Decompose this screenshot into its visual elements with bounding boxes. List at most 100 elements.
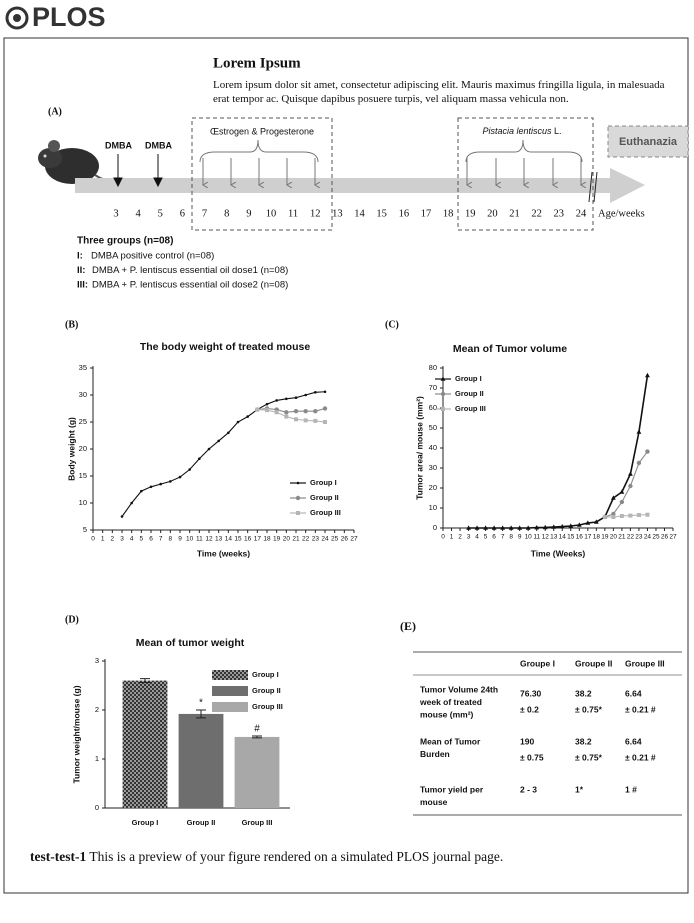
chart-title: Mean of tumor weight [136, 637, 245, 649]
error-bar [252, 735, 262, 739]
panel-label: (D) [65, 614, 79, 625]
week-label: 22 [531, 208, 542, 219]
y-tick-label: 40 [429, 443, 437, 452]
legend-label: Group III [310, 508, 341, 517]
x-tick-label: 8 [509, 534, 513, 541]
x-tick-label: 3 [467, 534, 471, 541]
x-tick-label: 10 [186, 536, 194, 543]
y-axis-label: Tumor area/ mouse (mm²) [414, 396, 424, 500]
x-tick-label: 24 [644, 534, 652, 541]
x-tick-label: 18 [263, 536, 271, 543]
y-tick-label: 5 [83, 525, 87, 534]
marker [441, 407, 445, 411]
week-label: 21 [509, 208, 520, 219]
x-tick-label: 26 [661, 534, 669, 541]
table-cell: 6.64 [625, 736, 642, 746]
marker [255, 407, 260, 412]
chart-title: The body weight of treated mouse [140, 341, 311, 353]
time-arrow [75, 178, 615, 193]
y-tick-label: 10 [429, 503, 437, 512]
arrow-head [610, 168, 645, 203]
panel-label: (B) [65, 319, 78, 330]
marker [534, 525, 540, 530]
bar [234, 736, 280, 808]
y-axis-label: Body weight (g) [66, 417, 76, 481]
marker [236, 420, 240, 424]
logo: PLOS [32, 2, 106, 32]
x-tick-label: 24 [321, 536, 329, 543]
x-tick-label: 22 [302, 536, 310, 543]
y-tick-label: 30 [79, 390, 87, 399]
x-tick-label: Group III [242, 818, 273, 827]
x-tick-label: 3 [120, 536, 124, 543]
x-tick-label: 20 [283, 536, 291, 543]
x-axis-label: Time (Weeks) [531, 548, 586, 558]
legend-label: Group I [252, 670, 279, 679]
marker [559, 524, 565, 529]
week-label: 14 [354, 208, 365, 219]
legend-label: Group II [310, 493, 339, 502]
x-tick-label: 7 [501, 534, 505, 541]
marker [246, 415, 249, 418]
marker [130, 501, 133, 505]
x-tick-label: 16 [576, 534, 584, 541]
week-label: 8 [224, 208, 229, 219]
marker [159, 482, 162, 486]
treatment-label: Pistacia lentiscus L. [482, 126, 561, 136]
table-cell: 38.2 [575, 736, 592, 746]
x-tick-label: 0 [91, 536, 95, 543]
marker [491, 525, 497, 530]
x-tick-label: 8 [169, 536, 173, 543]
marker [542, 524, 548, 530]
braces [199, 139, 582, 185]
marker [149, 485, 153, 489]
marker [628, 513, 633, 518]
marker [483, 525, 488, 530]
caption-id: test-test-1 [30, 849, 87, 864]
x-tick-label: 15 [234, 536, 242, 543]
x-tick-label: 4 [475, 534, 479, 541]
x-tick-label: 20 [610, 534, 618, 541]
marker [636, 429, 642, 434]
legend-swatch [212, 686, 248, 696]
week-label: 16 [399, 208, 410, 219]
marker [619, 499, 625, 505]
table-cell: ± 0.21 # [625, 704, 656, 714]
y-tick-label: 10 [79, 498, 87, 507]
marker [313, 409, 318, 414]
table-cell: 2 - 3 [520, 784, 537, 794]
table-cell: 1* [575, 784, 584, 794]
x-tick-label: 13 [215, 536, 223, 543]
x-tick-label: 21 [618, 534, 626, 541]
table-cell: 38.2 [575, 688, 592, 698]
group-text: DMBA positive control (n=08) [91, 251, 214, 262]
x-tick-label: 6 [492, 534, 496, 541]
column-header: Groupe II [575, 658, 612, 668]
x-tick-label: 26 [341, 536, 349, 543]
x-tick-label: 27 [669, 534, 677, 541]
week-label: 13 [332, 208, 343, 219]
row-label: Burden [420, 749, 450, 759]
marker [304, 393, 307, 397]
marker [120, 515, 124, 518]
x-tick-label: 17 [584, 534, 592, 541]
x-tick-label: 19 [601, 534, 609, 541]
column-header: Groupe III [625, 658, 665, 668]
y-tick-label: 25 [79, 417, 87, 426]
marker [645, 449, 650, 454]
marker [284, 414, 289, 419]
caption-text: This is a preview of your figure rendere… [89, 849, 504, 864]
marker [636, 513, 641, 517]
marker [207, 447, 211, 451]
x-tick-label: 23 [635, 534, 643, 541]
marker [508, 525, 514, 530]
week-label: 7 [202, 208, 207, 219]
x-tick-label: 17 [254, 536, 262, 543]
groups-list: I: DMBA positive control (n=08) II: DMBA + … [77, 251, 288, 291]
marker [576, 522, 582, 527]
marker [313, 418, 318, 423]
marker [198, 457, 201, 461]
y-tick-label: 70 [429, 383, 437, 392]
marker [500, 525, 506, 530]
y-tick-label: 0 [95, 803, 99, 812]
